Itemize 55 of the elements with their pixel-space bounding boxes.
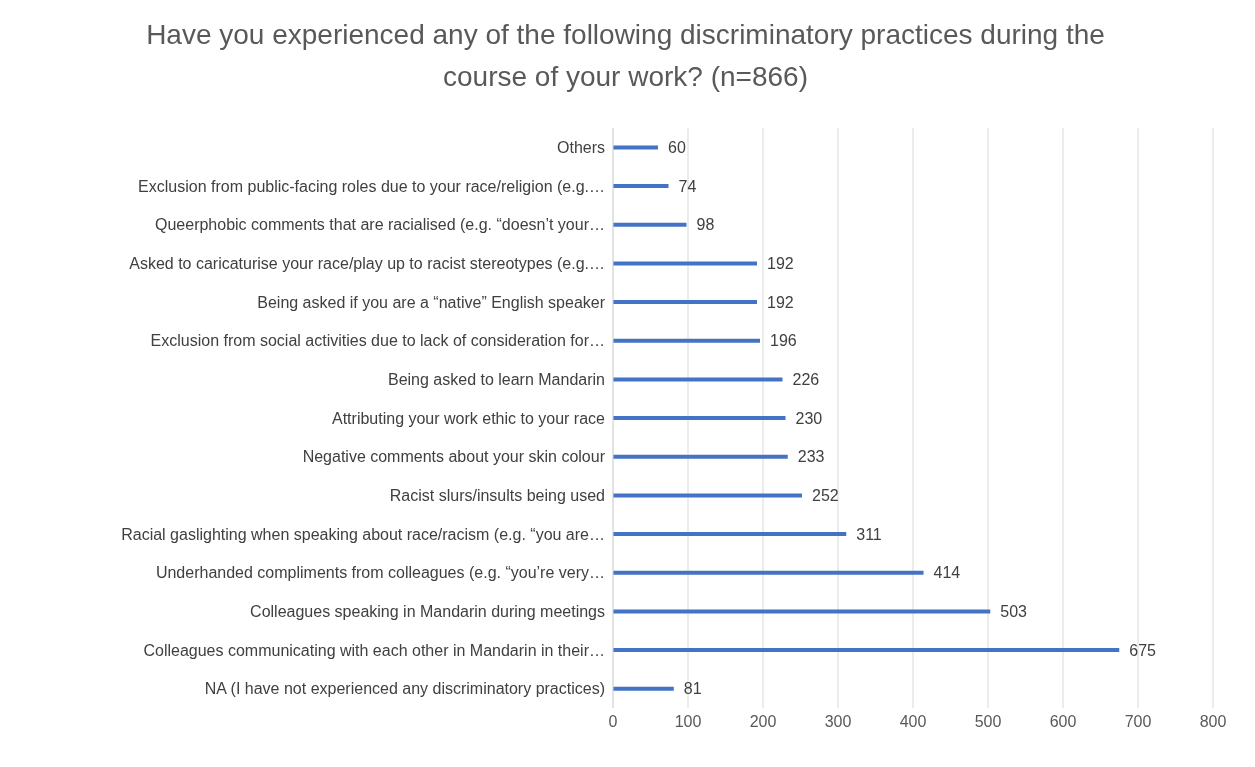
x-tick-label: 700 — [1124, 713, 1152, 731]
x-tick-label: 300 — [824, 713, 852, 731]
data-label: 311 — [856, 525, 882, 543]
data-label: 252 — [812, 487, 839, 505]
y-tick-label: Being asked if you are a “native” English speaker — [257, 293, 606, 311]
y-tick-label: Negative comments about your skin colour — [302, 448, 606, 466]
bar — [613, 493, 802, 498]
y-tick-label: Queerphobic comments that are racialised (e.g. “doesn’t your… — [155, 216, 605, 234]
data-label: 675 — [1129, 641, 1157, 659]
data-label: 503 — [1000, 603, 1028, 621]
data-label: 414 — [933, 564, 961, 582]
x-tick-label: 200 — [749, 713, 777, 731]
data-label: 233 — [797, 448, 825, 466]
data-label: 192 — [767, 293, 794, 311]
y-tick-label: Exclusion from public-facing roles due to your race/religion (e.g.… — [138, 177, 605, 195]
bar — [613, 261, 757, 266]
data-label: 98 — [696, 216, 715, 234]
chart-title: Have you experienced any of the following discriminatory practices during the course of your work? (n=866) — [145, 18, 1106, 94]
y-tick-label: Racist slurs/insults being used — [389, 487, 605, 505]
bar — [613, 222, 687, 227]
bar — [613, 648, 1120, 653]
bar — [613, 570, 924, 575]
data-label: 81 — [683, 680, 702, 698]
bar — [613, 454, 788, 459]
data-label: 192 — [767, 255, 794, 273]
y-tick-label: Exclusion from social activities due to lack of consideration for… — [150, 332, 605, 350]
bar — [613, 416, 786, 421]
data-label: 60 — [668, 139, 686, 157]
y-tick-label: NA (I have not experienced any discriminatory practices) — [204, 680, 605, 698]
data-label: 230 — [795, 409, 823, 427]
x-tick-label: 600 — [1049, 713, 1077, 731]
data-label: 226 — [792, 371, 820, 389]
data-label: 196 — [770, 332, 797, 350]
bar — [613, 532, 847, 537]
y-tick-label: Colleagues communicating with each other in Mandarin in their… — [143, 641, 605, 659]
bar — [613, 686, 674, 691]
bar — [613, 338, 760, 343]
data-label: 74 — [678, 177, 697, 195]
x-tick-label: 500 — [974, 713, 1002, 731]
bar — [613, 609, 991, 614]
y-tick-label: Attributing your work ethic to your race — [331, 409, 606, 427]
bar — [613, 377, 783, 382]
y-tick-label: Racial gaslighting when speaking about race/racism (e.g. “you are… — [121, 525, 605, 543]
x-tick-label: 400 — [899, 713, 927, 731]
y-tick-label: Underhanded compliments from colleagues (e.g. “you’re very… — [155, 564, 605, 582]
x-tick-label: 0 — [608, 713, 618, 731]
y-tick-label: Colleagues speaking in Mandarin during meetings — [250, 603, 605, 621]
bar — [613, 300, 757, 305]
x-tick-label: 800 — [1199, 713, 1227, 731]
y-tick-label: Being asked to learn Mandarin — [387, 371, 605, 389]
bar — [613, 145, 658, 150]
bar — [613, 184, 669, 189]
y-tick-label: Others — [556, 139, 605, 157]
x-tick-label: 100 — [674, 713, 702, 731]
y-tick-label: Asked to caricaturise your race/play up to racist stereotypes (e.g.… — [129, 255, 605, 273]
